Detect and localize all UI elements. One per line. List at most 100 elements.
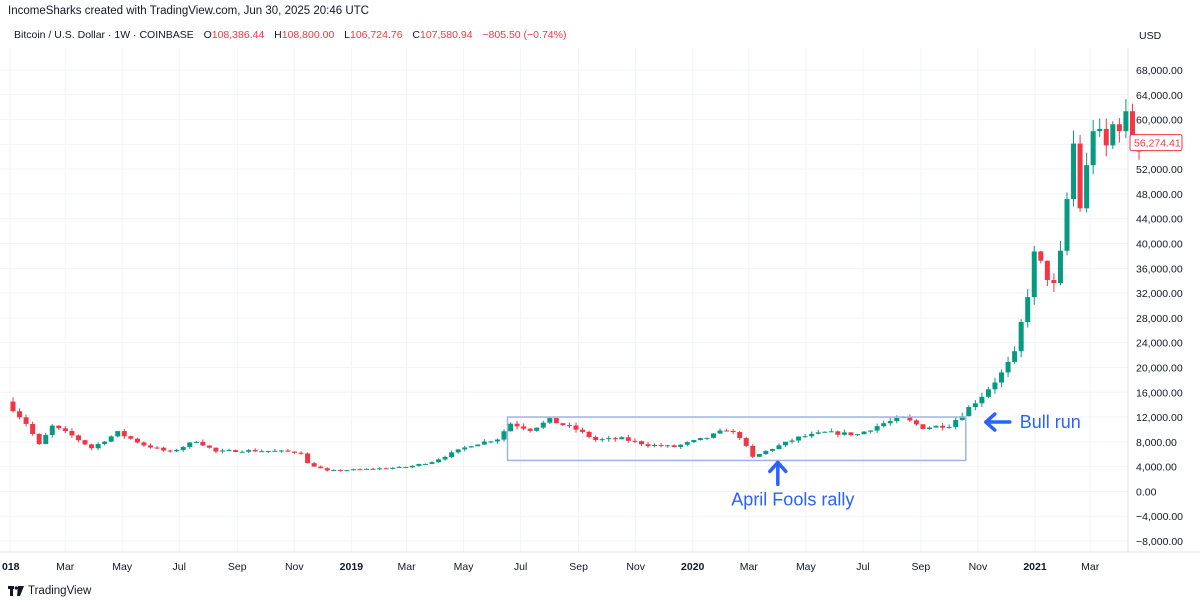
- y-tick-label: 68,000.00: [1136, 65, 1183, 77]
- candle-body: [514, 423, 520, 427]
- y-tick-label: 0.00: [1136, 486, 1157, 498]
- arrow-left-icon: [984, 412, 1012, 432]
- candle-body: [285, 450, 291, 452]
- low-value: 106,724.76: [349, 29, 403, 41]
- candle-body: [1064, 199, 1070, 251]
- time-axis[interactable]: 018 Mar May Jul Sep Nov 2019 Mar May Jul Sep Nov 202…: [2, 561, 1100, 573]
- candle-body: [344, 470, 350, 472]
- candle-body: [547, 418, 553, 423]
- candle-body: [233, 450, 239, 453]
- candle-body: [265, 451, 271, 453]
- candle-body: [180, 446, 186, 451]
- consolidation-box[interactable]: [506, 416, 967, 462]
- candle-body: [23, 417, 29, 424]
- y-tick-label: 24,000.00: [1136, 338, 1183, 350]
- candle-body: [350, 469, 356, 471]
- price-badge-text: 56,274.41: [1134, 138, 1181, 150]
- tradingview-footer[interactable]: TradingView: [8, 585, 91, 597]
- x-tick-label: Nov: [626, 561, 645, 573]
- candle-body: [436, 459, 442, 463]
- candle-body: [488, 441, 494, 443]
- x-tick-label: Mar: [397, 561, 416, 573]
- candle-body: [134, 438, 140, 443]
- candle-body: [992, 382, 998, 390]
- candle-body: [36, 433, 42, 445]
- candle-body: [246, 450, 252, 452]
- footer-brand: TradingView: [28, 585, 92, 597]
- candle-body: [468, 446, 474, 448]
- candle-body: [671, 445, 677, 447]
- candle-body: [174, 450, 180, 452]
- candle-body: [946, 426, 952, 428]
- candle-body: [49, 425, 55, 435]
- candle-body: [1005, 361, 1011, 373]
- candle-body: [213, 447, 219, 452]
- y-tick-label: −8,000.00: [1136, 536, 1183, 548]
- symbol-legend[interactable]: Bitcoin / U.S. Dollar · 1W · COINBASE O1…: [14, 29, 566, 41]
- grid: [0, 48, 1128, 552]
- candle-body: [868, 430, 874, 432]
- last-price-badge: 56,274.41: [1129, 134, 1183, 152]
- candle-body: [737, 432, 743, 439]
- candle-body: [586, 431, 592, 437]
- y-tick-label: 16,000.00: [1136, 387, 1183, 399]
- candle-body: [913, 420, 919, 425]
- x-tick-label: 2020: [681, 561, 705, 573]
- candle-body: [89, 444, 95, 449]
- x-tick-label: May: [112, 561, 133, 573]
- candle-body: [187, 442, 193, 447]
- y-tick-label: 44,000.00: [1136, 214, 1183, 226]
- candle-body: [1084, 165, 1090, 209]
- candle-body: [1071, 143, 1077, 200]
- currency-label[interactable]: USD: [1139, 30, 1162, 42]
- candle-body: [318, 466, 324, 469]
- candle-body: [717, 430, 723, 434]
- candle-body: [619, 437, 625, 440]
- candle-body: [429, 462, 435, 464]
- x-tick-label: Mar: [56, 561, 75, 573]
- candle-body: [815, 432, 821, 434]
- candle-body: [907, 416, 913, 421]
- candle-body: [940, 425, 946, 428]
- x-tick-label: Sep: [569, 561, 588, 573]
- candle-body: [370, 468, 376, 470]
- x-tick-label: Jul: [514, 561, 527, 573]
- symbol-name: Bitcoin / U.S. Dollar · 1W · COINBASE: [14, 29, 194, 41]
- x-tick-label: Mar: [740, 561, 759, 573]
- candle-body: [95, 444, 101, 449]
- candle-body: [226, 450, 232, 452]
- candle-body: [593, 436, 599, 440]
- x-tick-label: Nov: [285, 561, 304, 573]
- candle-body: [743, 438, 749, 446]
- x-tick-label: Mar: [1081, 561, 1100, 573]
- candle-body: [121, 431, 127, 437]
- candle-body: [1097, 128, 1103, 132]
- candle-body: [645, 444, 651, 447]
- candle-body: [841, 432, 847, 435]
- candle-body: [331, 470, 337, 472]
- candle-body: [128, 436, 134, 439]
- candle-body: [652, 445, 658, 447]
- annotation-label: April Fools rally: [731, 489, 854, 509]
- candle-body: [416, 464, 422, 466]
- candle-body: [933, 425, 939, 428]
- candle-body: [75, 435, 81, 441]
- candle-body: [298, 452, 304, 454]
- candle-body: [606, 438, 612, 440]
- candle-body: [1129, 111, 1135, 148]
- candle-body: [999, 372, 1005, 383]
- candle-body: [449, 452, 455, 457]
- candle-body: [1057, 250, 1063, 284]
- candle-body: [403, 466, 409, 468]
- candle-body: [625, 437, 631, 441]
- candle-body: [632, 440, 638, 442]
- candle-body: [1018, 321, 1024, 352]
- candle-body: [920, 424, 926, 430]
- y-tick-label: 52,000.00: [1136, 164, 1183, 176]
- candle-body: [782, 441, 788, 446]
- candle-body: [481, 441, 487, 445]
- candle-body: [501, 431, 507, 440]
- candle-body: [566, 425, 572, 427]
- candle-body: [776, 445, 782, 450]
